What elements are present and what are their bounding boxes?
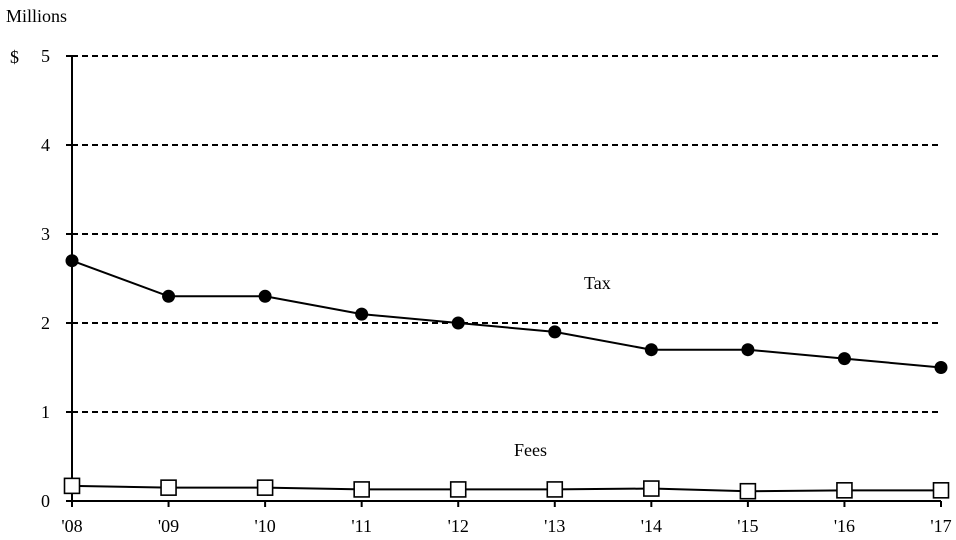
gridlines (72, 55, 941, 413)
x-tick-label: '11 (351, 516, 372, 536)
data-point-fees (546, 481, 564, 498)
y-tick-label: 1 (41, 402, 50, 422)
y-unit-label: Millions (6, 6, 67, 26)
x-tick-label: '13 (544, 516, 565, 536)
data-point-tax (162, 289, 176, 303)
data-point-tax (837, 352, 851, 366)
data-point-fees (739, 482, 757, 500)
data-point-fees (643, 480, 660, 497)
x-tick-label: '15 (737, 516, 758, 536)
data-point-fees (63, 477, 81, 495)
series-line-fees (71, 484, 941, 493)
y-tick-label: 3 (41, 224, 50, 244)
y-currency-prefix: $ (10, 47, 19, 67)
data-point-tax (258, 289, 272, 303)
data-point-tax (65, 254, 79, 268)
x-tick-label: '14 (641, 516, 662, 536)
data-point-tax (644, 343, 658, 357)
data-point-tax (451, 316, 465, 330)
y-tick-label: 5 (41, 46, 50, 66)
x-tick-label: '08 (61, 516, 82, 536)
series-label-fees: Fees (514, 440, 547, 460)
data-point-fees (449, 481, 467, 498)
x-tick-label: '10 (254, 516, 275, 536)
data-point-tax (741, 343, 755, 357)
data-point-tax (934, 361, 948, 374)
x-tick-label: '16 (834, 516, 855, 536)
y-axis-ticks: 0 1 2 3 4 5 (41, 46, 72, 511)
series-group (63, 254, 950, 500)
y-tick-label: 2 (41, 313, 50, 333)
data-point-fees (353, 481, 370, 498)
x-tick-label: '17 (930, 516, 951, 536)
y-tick-label: 0 (41, 491, 50, 511)
x-tick-label: '12 (448, 516, 469, 536)
x-axis-ticks: '08 '09 '10 '11 '12 '13 '14 '15 '16 '17 (61, 501, 952, 536)
x-tick-label: '09 (158, 516, 179, 536)
series-label-tax: Tax (584, 273, 611, 293)
series-line-tax (71, 259, 942, 369)
data-point-tax (548, 325, 562, 339)
data-point-fees (836, 482, 853, 499)
data-point-fees (256, 479, 274, 496)
data-point-fees (160, 479, 177, 496)
data-point-tax (355, 307, 369, 321)
y-tick-label: 4 (41, 135, 50, 155)
data-point-fees (932, 482, 950, 499)
